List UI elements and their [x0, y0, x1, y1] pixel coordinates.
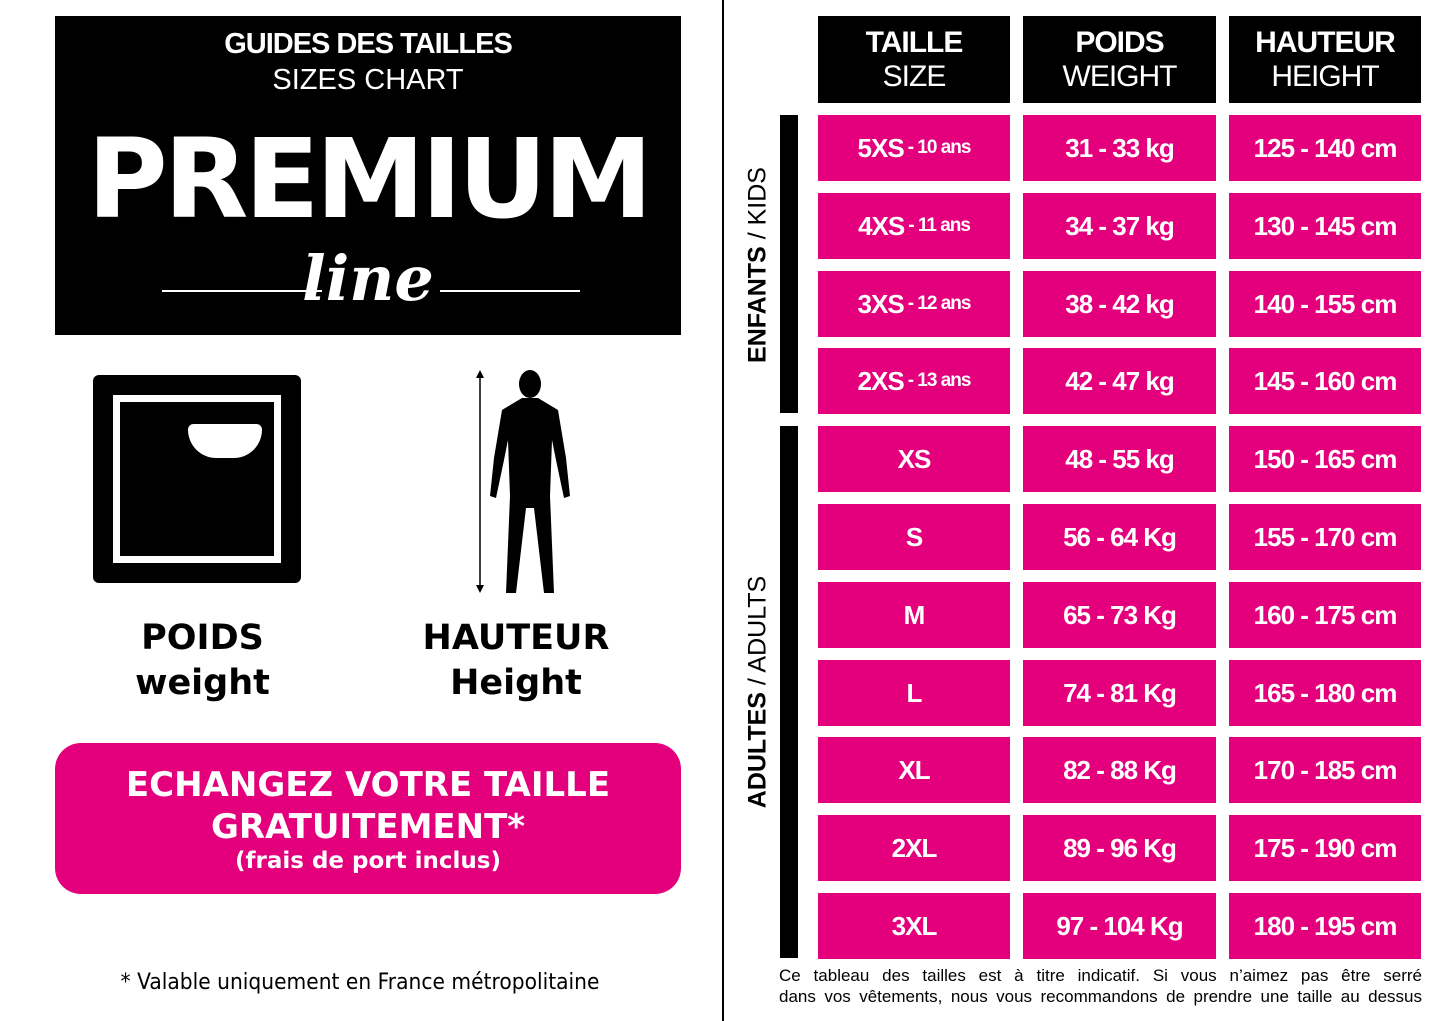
cell-weight: 89 - 96 Kg [1023, 815, 1216, 881]
cell-height: 125 - 140 cm [1229, 115, 1421, 181]
cell-height: 155 - 170 cm [1229, 504, 1421, 570]
note-line2: dans vos vêtements, nous vous recommando… [779, 987, 1422, 1006]
guide-subtitle: SIZES CHART [272, 64, 464, 96]
logo-rule-left [162, 290, 322, 292]
header-height: HAUTEUR HEIGHT [1229, 16, 1421, 103]
cell-weight: 82 - 88 Kg [1023, 737, 1216, 803]
cell-weight: 56 - 64 Kg [1023, 504, 1216, 570]
note-line1: Ce tableau des tailles est à titre indic… [779, 966, 1422, 985]
human-figure-icon [476, 370, 570, 593]
logo-line: line [302, 242, 434, 315]
weight-label-en: weight [135, 663, 270, 703]
scale-icon [93, 375, 301, 583]
cta-line3: (frais de port inclus) [235, 848, 501, 874]
logo-premium: PREMIUM [87, 115, 653, 243]
cell-weight: 38 - 42 kg [1023, 271, 1216, 337]
cell-size: M [818, 582, 1010, 648]
weight-label: POIDS weight [100, 616, 305, 706]
cell-weight: 65 - 73 Kg [1023, 582, 1216, 648]
cell-height: 160 - 175 cm [1229, 582, 1421, 648]
guide-title: GUIDES DES TAILLES [224, 28, 513, 60]
cell-weight: 48 - 55 kg [1023, 426, 1216, 492]
table-note: Ce tableau des tailles est à titre indic… [779, 965, 1422, 1007]
cell-height: 130 - 145 cm [1229, 193, 1421, 259]
cell-size: 3XL [818, 893, 1010, 959]
cell-height: 175 - 190 cm [1229, 815, 1421, 881]
cell-weight: 34 - 37 kg [1023, 193, 1216, 259]
cell-size: L [818, 660, 1010, 726]
cell-height: 170 - 185 cm [1229, 737, 1421, 803]
cell-weight: 74 - 81 Kg [1023, 660, 1216, 726]
height-label-en: Height [450, 663, 582, 703]
divider [722, 0, 724, 1021]
header-size: TAILLE SIZE [818, 16, 1010, 103]
cell-size: 2XS - 13 ans [818, 348, 1010, 414]
logo-rule-right [440, 290, 580, 292]
kids-group-bar [780, 115, 798, 413]
brand-header: GUIDES DES TAILLES SIZES CHART PREMIUM l… [55, 16, 681, 335]
cell-size: XL [818, 737, 1010, 803]
free-exchange-banner: ECHANGEZ VOTRE TAILLE GRATUITEMENT* (fra… [55, 743, 681, 894]
cell-height: 145 - 160 cm [1229, 348, 1421, 414]
kids-group-label: ENFANTS / KIDS [743, 167, 772, 363]
cell-height: 150 - 165 cm [1229, 426, 1421, 492]
footnote: * Valable uniquement en France métropoli… [120, 970, 600, 995]
adults-group-bar [780, 426, 798, 958]
cell-height: 140 - 155 cm [1229, 271, 1421, 337]
cell-size: 3XS - 12 ans [818, 271, 1010, 337]
cell-size: 5XS - 10 ans [818, 115, 1010, 181]
cell-size: S [818, 504, 1010, 570]
cell-height: 165 - 180 cm [1229, 660, 1421, 726]
cta-line2: GRATUITEMENT* [210, 807, 526, 847]
cta-line1: ECHANGEZ VOTRE TAILLE [125, 765, 611, 805]
cell-size: 4XS - 11 ans [818, 193, 1010, 259]
height-label: HAUTEUR Height [400, 616, 632, 706]
adults-group-label: ADULTES / ADULTS [743, 575, 772, 809]
cell-size: 2XL [818, 815, 1010, 881]
height-label-fr: HAUTEUR [422, 618, 610, 658]
header-weight: POIDS WEIGHT [1023, 16, 1216, 103]
cell-weight: 97 - 104 Kg [1023, 893, 1216, 959]
cell-height: 180 - 195 cm [1229, 893, 1421, 959]
cell-weight: 42 - 47 kg [1023, 348, 1216, 414]
weight-label-fr: POIDS [141, 618, 264, 658]
cell-weight: 31 - 33 kg [1023, 115, 1216, 181]
cell-size: XS [818, 426, 1010, 492]
